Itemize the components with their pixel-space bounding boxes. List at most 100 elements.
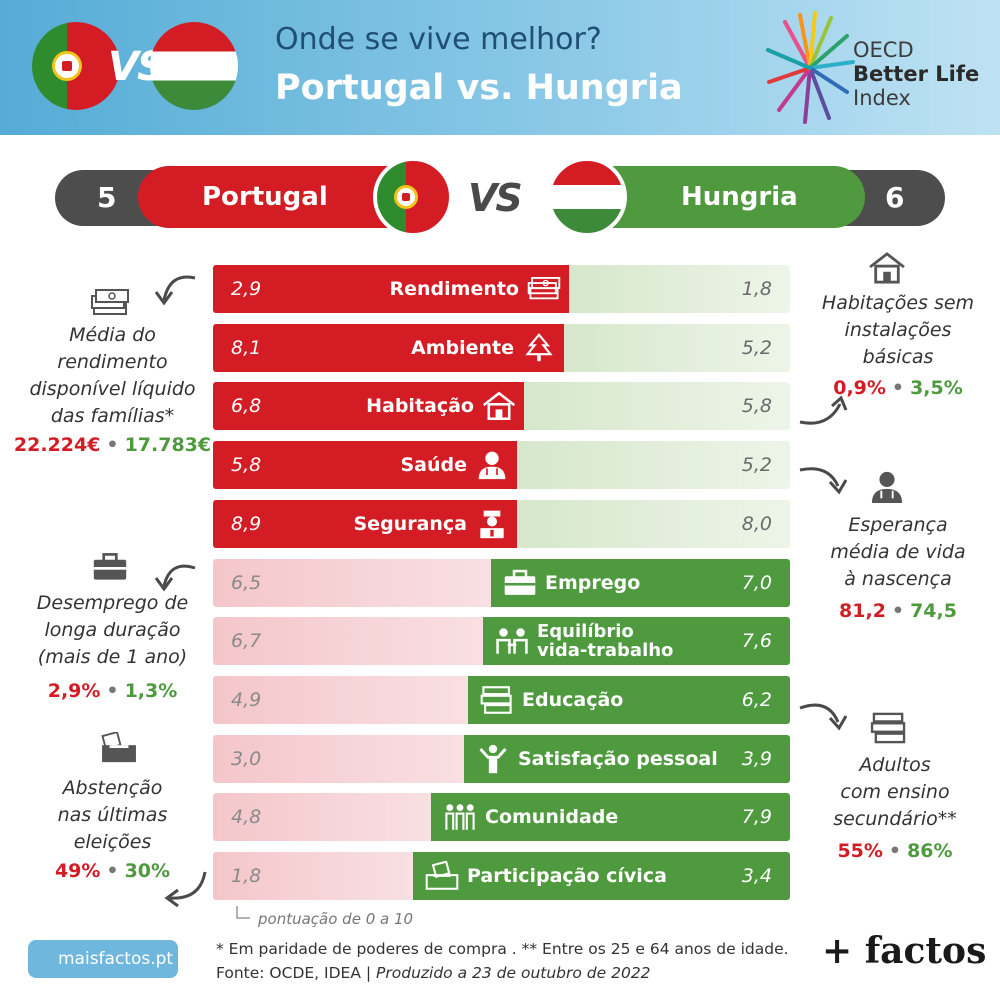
category-label: Equilíbrio vida-trabalho [487,617,673,665]
category-text: Comunidade [485,806,619,828]
abstention-note-line: eleições [73,831,152,853]
arrow-to-unemployment-icon [154,564,196,592]
abstention-note-line: Abstenção [62,777,163,799]
housing-note-line: Habitações sem [821,292,975,314]
education-note-line: com ensino [840,781,950,803]
hungary-bar [464,735,790,783]
source-line: Fonte: OCDE, IDEA | Produzido a 23 de ou… [216,964,651,982]
unemployment-note-line: Desemprego de [36,592,189,614]
hungary-bar [491,559,790,607]
category-label: Rendimento [389,265,569,313]
brand-logo: + factos [822,930,987,972]
category-text: Saúde [400,454,467,476]
ballot-box-icon [101,732,136,763]
income-note: Média do rendimento disponível líquido d… [0,322,225,430]
production-date: Produzido a 23 de outubro de 2022 [376,964,651,982]
hungary-flag-icon [150,22,238,110]
footnote: * Em paridade de poderes de compra . ** … [216,940,789,958]
category-label: Emprego [495,559,640,607]
category-label: Habitação [366,382,524,430]
chart-row: 4,9 6,2 Educação [213,676,790,724]
scoreboard-vs-label: VS [468,176,523,220]
income-note-line: rendimento [57,351,168,373]
hungary-bar [431,793,790,841]
housing-note-line: instalações [844,319,952,341]
portugal-flag-icon [373,157,453,237]
separator-dot: • [106,680,119,702]
portugal-bar [213,324,564,372]
education-note-line: Adultos [859,754,931,776]
oecd-logo-line2: Better Life [853,62,980,86]
hungary-flag-icon [547,157,627,237]
separator-dot: • [891,600,905,622]
briefcase-icon [93,553,127,580]
oecd-logo-text: OECD Better Life Index [853,38,979,110]
abstention-hu-value: 30% [124,860,171,882]
hungary-value-label: 7,9 [741,806,772,828]
portugal-value-label: 6,5 [231,572,262,594]
separator-dot: • [891,377,905,399]
hungary-value-label: 5,8 [741,395,772,417]
unemployment-note-line: longa duração [44,619,181,641]
life-pt-value: 81,2 [839,600,886,622]
chart-row: 1,8 3,4 Participação cívica [213,852,790,900]
income-hu-value: 17.783€ [124,434,212,456]
portugal-bar [213,500,517,548]
life-hu-value: 74,5 [910,600,957,622]
header-subtitle: Portugal vs. Hungria [275,68,683,108]
life-note-line: média de vida [830,541,966,563]
arrow-to-housing-icon [799,395,848,425]
housing-pt-value: 0,9% [833,377,886,399]
oecd-logo-line3: Index [853,86,911,110]
house-icon [482,391,516,421]
briefcase-icon [503,568,537,598]
arrow-to-education-icon [799,703,848,731]
category-text: Ambiente [411,337,514,359]
portugal-bar [213,676,468,724]
separator-dot: • [106,860,119,882]
portugal-bar [213,617,483,665]
income-values: 22.224€ • 17.783€ [0,434,225,456]
site-link[interactable]: maisfactos.pt [28,940,178,978]
hungary-bar [517,500,790,548]
abstention-note-line: nas últimas [57,804,168,826]
category-label: Segurança [354,500,518,548]
chart-row: 8,9 8,0 Segurança [213,500,790,548]
tree-icon [522,333,556,363]
scale-note: pontuação de 0 a 10 [258,910,414,928]
category-label: Saúde [400,441,517,489]
education-pt-value: 55% [837,840,883,862]
police-icon [475,509,509,539]
money-icon [527,274,561,304]
separator-dot: • [888,840,902,862]
arrow-to-life-icon [799,467,848,495]
hungary-value-label: 5,2 [741,337,772,359]
chart-row: 3,0 3,9 Satisfação pessoal [213,735,790,783]
header-title: Onde se vive melhor? [275,22,602,57]
life-expectancy-note: Esperança média de vida à nascença [798,512,998,593]
oecd-logo-line1: OECD [853,38,914,62]
hungary-bar [468,676,790,724]
income-note-line: Média do [69,324,156,346]
abstention-note: Abstenção nas últimas eleições [0,775,225,856]
house-icon [869,252,905,284]
doctor-icon [871,471,903,504]
education-note: Adultos com ensino secundário** [790,752,1000,833]
hungary-value-label: 3,4 [741,865,772,887]
category-text: Satisfação pessoal [518,748,718,770]
portugal-value-label: 4,9 [231,689,262,711]
family-icon [495,626,529,656]
unemployment-values: 2,9% • 1,3% [0,680,225,702]
education-hu-value: 86% [907,840,953,862]
housing-note-line: básicas [862,346,934,368]
portugal-value-label: 6,8 [231,395,262,417]
portugal-value-label: 4,8 [231,806,262,828]
portugal-bar [213,382,524,430]
chart-row: 6,5 7,0 Emprego [213,559,790,607]
chart-row: 8,1 5,2 Ambiente [213,324,790,372]
hungary-bar [564,324,790,372]
income-note-line: das famílias* [50,405,175,427]
category-text: Rendimento [389,278,519,300]
housing-hu-value: 3,5% [910,377,963,399]
portugal-bar [213,265,569,313]
